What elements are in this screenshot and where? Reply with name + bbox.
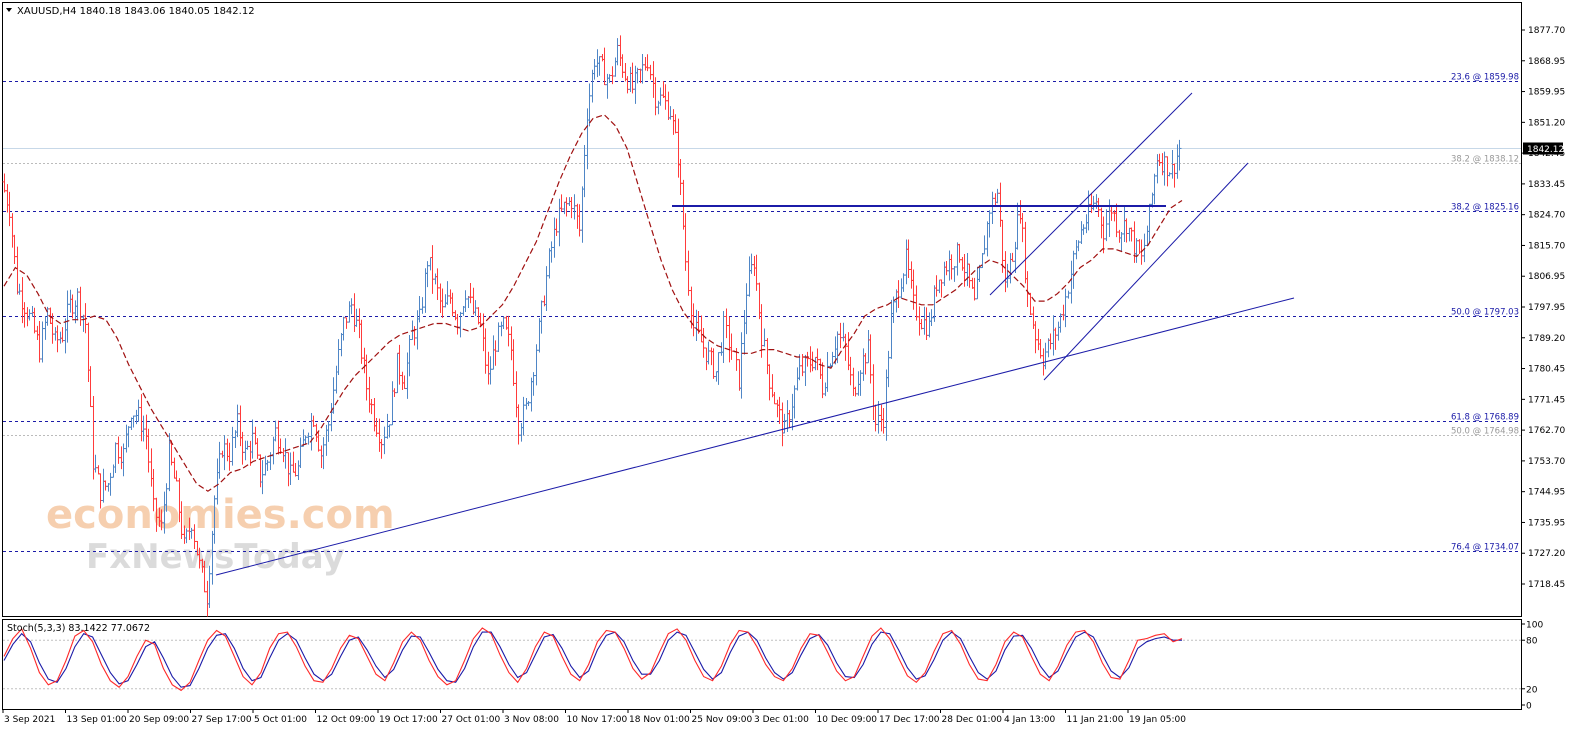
price-tick-label: 1735.95 (1528, 518, 1565, 528)
price-tick-label: 1718.45 (1528, 580, 1565, 590)
watermark-fxnewstoday: FxNewsToday (86, 537, 345, 577)
collapse-triangle-icon[interactable] (6, 8, 12, 12)
time-tick-label: 27 Oct 01:00 (442, 715, 501, 725)
trendlines (215, 92, 1295, 576)
price-tick-label: 1744.95 (1528, 488, 1565, 498)
price-tick-label: 1789.20 (1528, 334, 1565, 344)
stoch-tick-label: 100 (1526, 621, 1543, 631)
time-tick-label: 3 Sep 2021 (4, 715, 55, 725)
time-tick-label: 10 Dec 09:00 (817, 715, 878, 725)
time-tick-label: 20 Sep 09:00 (129, 715, 189, 725)
time-axis: 3 Sep 2021 13 Sep 01:00 20 Sep 09:00 27 Sep… (2, 709, 1186, 725)
channel-lower-trendline[interactable] (1043, 162, 1249, 381)
stochastic-label: Stoch(5,3,3) 83.1422 77.0672 (7, 623, 150, 634)
stoch-main-line (3, 627, 1183, 692)
moving-average-line (3, 114, 1183, 492)
fib-level-label: 76.4 @ 1734.07 (1451, 543, 1519, 553)
fib-level-label: 50.0 @ 1764.98 (1451, 427, 1519, 437)
stoch-tick-label: 20 (1526, 685, 1538, 695)
price-axis: 1877.701868.951859.951851.201842.451833.… (1521, 26, 1565, 590)
time-tick-label: 5 Oct 01:00 (254, 715, 307, 725)
time-tick-label: 25 Nov 09:00 (692, 715, 753, 725)
price-tick-label: 1753.70 (1528, 457, 1565, 467)
price-tick-label: 1797.95 (1528, 303, 1565, 313)
price-tick-label: 1780.45 (1528, 365, 1565, 375)
current-price-label: 1842.12 (1527, 145, 1564, 155)
fib-level-label: 38.2 @ 1838.12 (1451, 155, 1519, 165)
watermark-economies: economies.com (46, 492, 395, 538)
price-tick-label: 1851.20 (1528, 118, 1565, 128)
time-tick-label: 18 Nov 01:00 (629, 715, 690, 725)
price-tick-label: 1877.70 (1528, 26, 1565, 36)
stochastic-axis: 100 80 20 0 (1521, 621, 1543, 712)
price-tick-label: 1727.20 (1528, 549, 1565, 559)
price-tick-label: 1868.95 (1528, 57, 1565, 67)
fib-level-label: 61.8 @ 1768.89 (1451, 413, 1519, 423)
price-tick-label: 1806.95 (1528, 272, 1565, 282)
price-tick-label: 1771.45 (1528, 395, 1565, 405)
time-tick-label: 10 Nov 17:00 (567, 715, 628, 725)
current-price-box (1523, 142, 1563, 155)
indicator-frame (2, 619, 1522, 710)
price-tick-label: 1833.45 (1528, 180, 1565, 190)
time-tick-label: 19 Jan 05:00 (1129, 715, 1186, 725)
fib-level-label: 23.6 @ 1859.98 (1451, 73, 1519, 83)
fibonacci-levels: 23.6 @ 1859.98 38.2 @ 1838.12 38.2 @ 1825.… (3, 73, 1521, 553)
stoch-signal-line (3, 631, 1182, 688)
channel-upper-trendline[interactable] (989, 92, 1193, 296)
symbol-header: XAUUSD,H4 1840.18 1843.06 1840.05 1842.1… (17, 6, 255, 17)
time-tick-label: 28 Dec 01:00 (942, 715, 1003, 725)
time-tick-label: 19 Oct 17:00 (379, 715, 438, 725)
price-tick-label: 1824.70 (1528, 211, 1565, 221)
long-term-support-trendline[interactable] (215, 297, 1295, 576)
time-tick-label: 3 Dec 01:00 (754, 715, 809, 725)
time-tick-label: 12 Oct 09:00 (317, 715, 376, 725)
time-tick-label: 3 Nov 08:00 (504, 715, 559, 725)
time-tick-label: 17 Dec 17:00 (879, 715, 940, 725)
time-tick-label: 11 Jan 21:00 (1067, 715, 1124, 725)
price-tick-label: 1815.70 (1528, 241, 1565, 251)
stochastic-lines (3, 627, 1521, 692)
stoch-tick-label: 80 (1526, 637, 1538, 647)
moving-average (3, 114, 1183, 492)
fib-level-label: 50.0 @ 1797.03 (1451, 308, 1519, 318)
stoch-tick-label: 0 (1526, 702, 1532, 712)
price-tick-label: 1859.95 (1528, 88, 1565, 98)
time-tick-label: 13 Sep 01:00 (67, 715, 127, 725)
current-price-tag: 1842.12 (1523, 142, 1564, 155)
ohlc-bar (1177, 139, 1182, 171)
fib-level-label: 38.2 @ 1825.16 (1451, 203, 1519, 213)
price-bars (2, 35, 1182, 617)
time-tick-label: 27 Sep 17:00 (192, 715, 252, 725)
time-tick-label: 4 Jan 13:00 (1004, 715, 1056, 725)
price-tick-label: 1762.70 (1528, 426, 1565, 436)
